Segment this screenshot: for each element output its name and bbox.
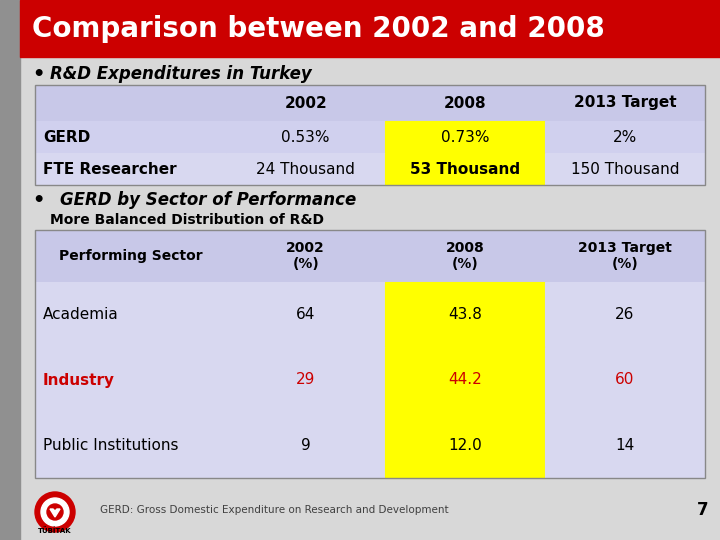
Bar	[545, 413, 705, 478]
Text: 2%: 2%	[613, 130, 637, 145]
Text: More Balanced Distribution of R&D: More Balanced Distribution of R&D	[50, 213, 324, 227]
Bar	[226, 85, 385, 121]
Bar	[0, 0, 20, 540]
Bar	[35, 153, 226, 185]
Text: R&D Expenditures in Turkey: R&D Expenditures in Turkey	[50, 65, 312, 83]
Text: 2013 Target
(%): 2013 Target (%)	[578, 241, 672, 271]
Text: 2008
(%): 2008 (%)	[446, 241, 485, 271]
Bar	[385, 85, 545, 121]
Bar	[545, 230, 705, 282]
Text: 12.0: 12.0	[449, 438, 482, 453]
Text: 0.73%: 0.73%	[441, 130, 490, 145]
Bar	[35, 85, 705, 185]
Bar	[385, 413, 545, 478]
Text: 43.8: 43.8	[449, 307, 482, 322]
Bar	[545, 85, 705, 121]
Text: •: •	[32, 191, 45, 210]
Bar	[35, 85, 226, 121]
Bar	[385, 347, 545, 413]
Bar	[545, 282, 705, 347]
Bar	[545, 153, 705, 185]
Text: TÜBİTAK: TÜBİTAK	[38, 528, 72, 535]
Bar	[35, 121, 226, 153]
Text: •: •	[32, 64, 45, 84]
Bar	[385, 153, 545, 185]
Text: 14: 14	[616, 438, 634, 453]
Text: Industry: Industry	[43, 373, 115, 388]
Text: 44.2: 44.2	[449, 373, 482, 388]
Bar	[35, 230, 705, 478]
Text: FTE Researcher: FTE Researcher	[43, 161, 176, 177]
Text: 24 Thousand: 24 Thousand	[256, 161, 355, 177]
Bar	[226, 230, 385, 282]
Bar	[35, 347, 226, 413]
Text: 53 Thousand: 53 Thousand	[410, 161, 521, 177]
Text: 150 Thousand: 150 Thousand	[571, 161, 679, 177]
Text: Comparison between 2002 and 2008: Comparison between 2002 and 2008	[32, 15, 605, 43]
Text: 2002: 2002	[284, 96, 327, 111]
Bar	[226, 282, 385, 347]
Text: 64: 64	[296, 307, 315, 322]
Text: 2013 Target: 2013 Target	[574, 96, 676, 111]
Bar	[35, 413, 226, 478]
Text: GERD: Gross Domestic Expenditure on Research and Development: GERD: Gross Domestic Expenditure on Rese…	[100, 505, 449, 515]
Text: 7: 7	[697, 501, 708, 519]
Bar	[226, 121, 385, 153]
Text: 29: 29	[296, 373, 315, 388]
Polygon shape	[50, 509, 60, 517]
Bar	[545, 121, 705, 153]
Text: 2002
(%): 2002 (%)	[287, 241, 325, 271]
Bar	[385, 282, 545, 347]
Bar	[35, 282, 226, 347]
Circle shape	[35, 492, 75, 532]
Bar	[545, 347, 705, 413]
Bar	[20, 0, 720, 57]
Text: 9: 9	[301, 438, 310, 453]
Text: 60: 60	[616, 373, 634, 388]
Bar	[20, 57, 720, 540]
Text: 2008: 2008	[444, 96, 487, 111]
Bar	[385, 121, 545, 153]
Text: Academia: Academia	[43, 307, 119, 322]
Bar	[35, 230, 226, 282]
Bar	[226, 413, 385, 478]
Circle shape	[41, 498, 69, 526]
Bar	[226, 347, 385, 413]
Text: GERD by Sector of Performance: GERD by Sector of Performance	[60, 191, 356, 209]
Bar	[226, 153, 385, 185]
Circle shape	[47, 504, 63, 520]
Text: Public Institutions: Public Institutions	[43, 438, 179, 453]
Text: 0.53%: 0.53%	[282, 130, 330, 145]
Text: GERD: GERD	[43, 130, 90, 145]
Text: Performing Sector: Performing Sector	[58, 249, 202, 263]
Bar	[385, 230, 545, 282]
Text: 26: 26	[616, 307, 634, 322]
